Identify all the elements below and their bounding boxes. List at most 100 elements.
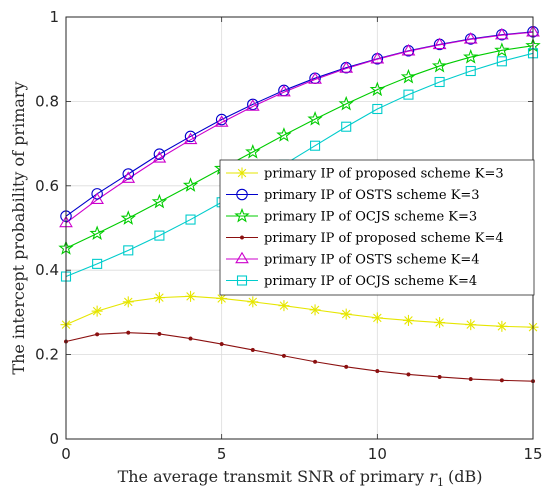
data-point-square	[154, 230, 165, 241]
y-tick-label: 0.2	[35, 346, 59, 364]
data-point-circle	[153, 148, 166, 160]
legend-box	[219, 159, 535, 296]
data-point-star	[494, 42, 510, 57]
asterisk-stroke	[404, 316, 413, 325]
data-point-dot	[281, 353, 286, 358]
data-point-dot	[468, 377, 473, 382]
data-point-star	[369, 81, 386, 97]
data-point-star	[463, 48, 479, 64]
data-point-square	[496, 56, 507, 67]
data-point-circle	[122, 168, 135, 180]
data-point-asterisk	[185, 290, 197, 302]
data-point-square	[403, 89, 414, 100]
legend: primary IP of proposed scheme K=3 primary…	[219, 159, 535, 296]
asterisk-stroke	[92, 306, 102, 316]
data-point-asterisk	[236, 167, 248, 179]
asterisk-stroke	[435, 318, 444, 327]
data-point-triangle	[90, 192, 104, 204]
data-point-asterisk	[216, 292, 228, 304]
data-point-star	[120, 210, 136, 225]
asterisk-stroke	[248, 297, 258, 307]
asterisk-stroke	[186, 292, 195, 301]
x-tick-label: 0	[61, 445, 71, 463]
data-point-dot	[250, 347, 255, 353]
data-point-triangle	[152, 151, 167, 163]
data-point-triangle	[235, 251, 249, 264]
data-point-dot	[406, 372, 411, 377]
data-point-star	[245, 143, 261, 159]
series-markers-group	[59, 24, 540, 228]
data-point-square	[465, 65, 476, 77]
data-point-triangle	[121, 171, 136, 183]
data-point-circle	[215, 113, 228, 126]
data-point-star	[307, 111, 323, 126]
data-point-circle	[91, 188, 103, 200]
data-point-asterisk	[278, 300, 290, 312]
legend-item: primary IP of OCJS scheme K=3	[226, 207, 477, 225]
data-point-asterisk	[340, 308, 352, 320]
data-point-dot	[188, 336, 193, 341]
x-axis-label: The average transmit SNR of primary r1 (d…	[118, 467, 483, 489]
series-markers-group	[58, 37, 541, 255]
legend-label: primary IP of proposed scheme K=4	[264, 231, 504, 246]
data-point-asterisk	[402, 314, 414, 326]
data-point-circle	[184, 130, 197, 143]
data-point-triangle	[370, 51, 385, 64]
x-tick-label: 5	[217, 445, 227, 463]
series-line	[65, 31, 534, 224]
data-point-triangle	[495, 27, 509, 40]
data-point-star	[234, 207, 250, 223]
data-point-asterisk	[247, 296, 259, 308]
data-point-triangle	[214, 115, 229, 127]
legend-item: primary IP of proposed scheme K=3	[226, 167, 504, 182]
data-point-triangle	[308, 72, 322, 84]
data-point-asterisk	[122, 296, 134, 308]
asterisk-stroke	[310, 305, 320, 315]
y-tick-label: 0.6	[35, 177, 59, 195]
legend-item: primary IP of proposed scheme K=4	[226, 231, 504, 246]
legend-label: primary IP of OSTS scheme K=4	[264, 253, 480, 268]
y-tick-label: 0	[49, 430, 59, 448]
data-point-square	[434, 76, 445, 88]
data-point-square	[236, 275, 248, 286]
data-point-asterisk	[91, 305, 103, 317]
asterisk-stroke	[341, 309, 351, 319]
series-lines	[65, 31, 534, 382]
asterisk-stroke	[279, 301, 289, 310]
data-point-dot	[437, 374, 442, 380]
data-point-dot	[95, 332, 100, 337]
data-point-square	[341, 121, 352, 132]
data-point-asterisk	[371, 312, 383, 324]
data-point-triangle	[432, 37, 447, 50]
asterisk-stroke	[217, 294, 226, 303]
data-point-asterisk	[153, 292, 165, 304]
legend-label: primary IP of proposed scheme K=3	[264, 167, 504, 182]
legend-label: primary IP of OSTS scheme K=3	[264, 188, 480, 203]
data-point-asterisk	[309, 304, 321, 316]
x-tick-label: 15	[523, 445, 542, 463]
data-point-square	[123, 245, 134, 256]
series-line	[65, 45, 534, 249]
x-tick-label: 10	[368, 445, 387, 463]
data-point-triangle	[463, 32, 478, 44]
data-point-triangle	[339, 61, 354, 73]
asterisk-stroke	[466, 320, 476, 329]
asterisk-stroke	[373, 313, 382, 323]
data-point-dot	[219, 342, 224, 347]
asterisk-stroke	[123, 297, 133, 307]
data-point-triangle	[183, 132, 198, 145]
data-point-asterisk	[496, 320, 508, 332]
data-point-square	[185, 214, 196, 225]
y-axis-label: The intercept probability of primary	[9, 81, 28, 374]
data-point-triangle	[401, 43, 416, 56]
data-point-dot	[239, 235, 245, 240]
data-point-triangle	[277, 84, 291, 97]
data-point-asterisk	[465, 319, 477, 331]
data-point-dot	[344, 364, 349, 369]
series-line	[65, 332, 534, 382]
data-point-star	[338, 95, 354, 111]
series-line	[65, 295, 534, 328]
data-point-star	[431, 57, 448, 73]
legend-item: primary IP of OCJS scheme K=4	[226, 274, 477, 289]
asterisk-stroke	[497, 322, 507, 331]
